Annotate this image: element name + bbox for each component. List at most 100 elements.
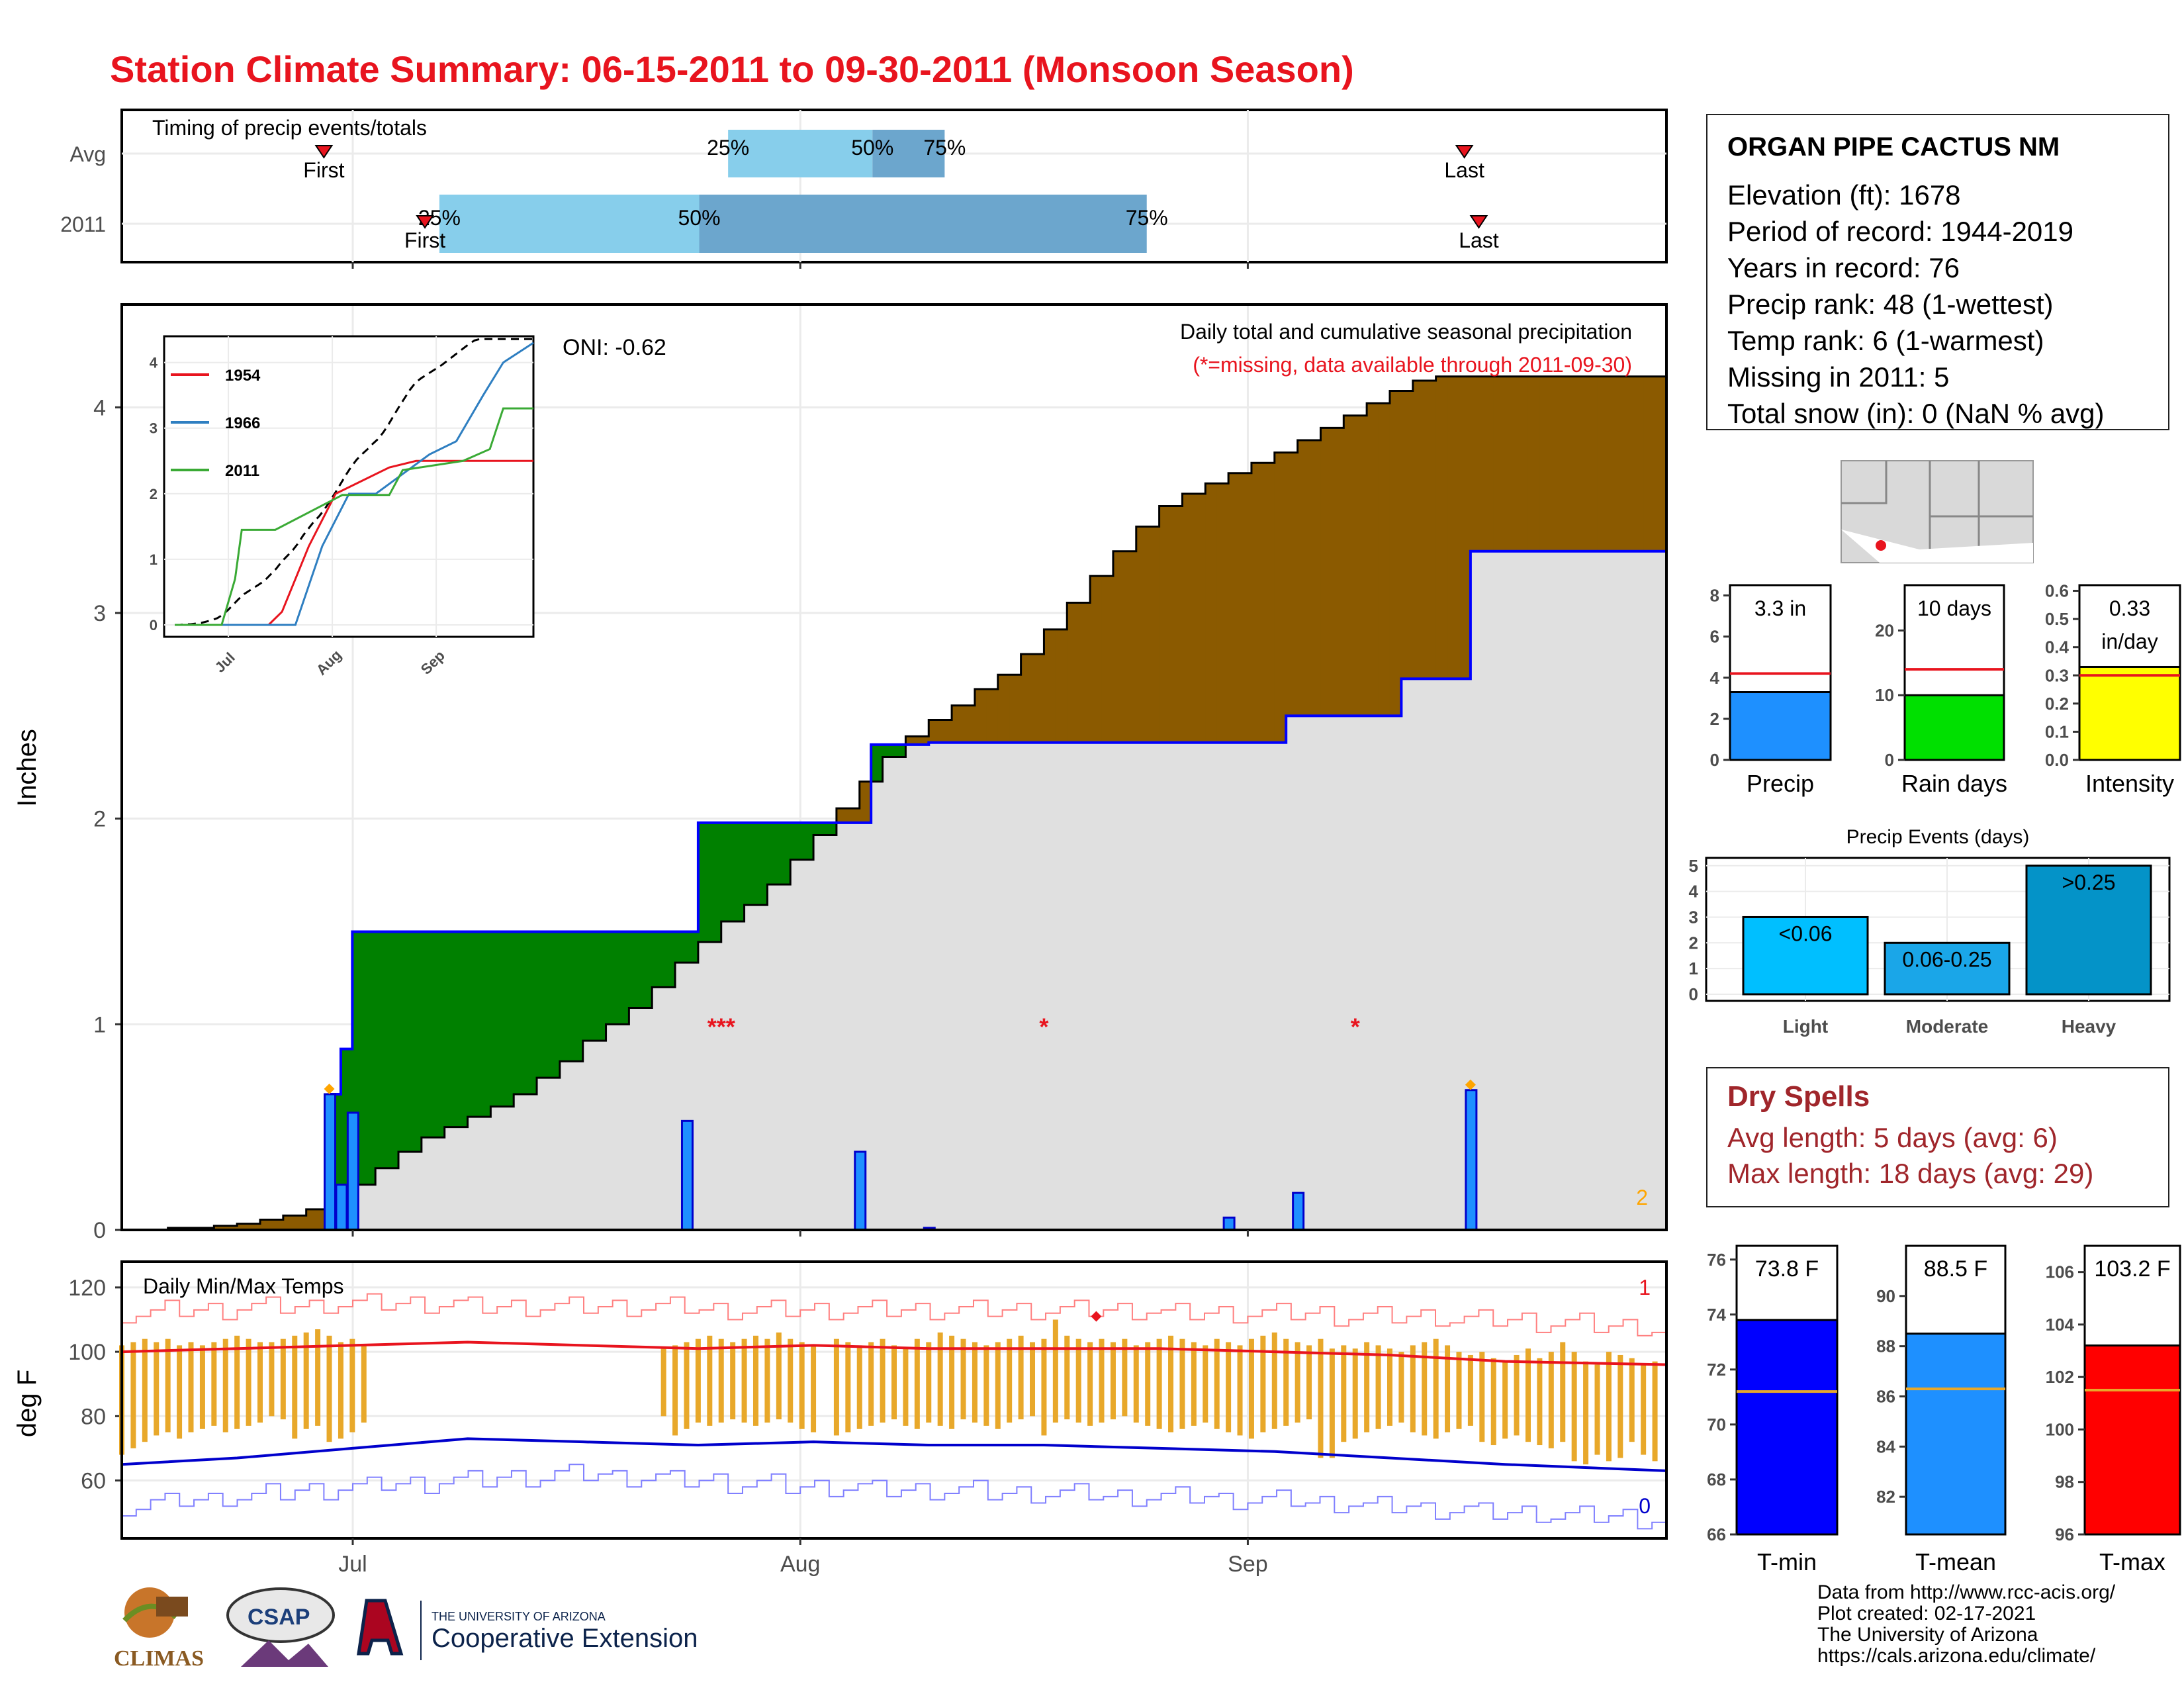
summary-bar bbox=[1903, 694, 2005, 761]
temp-bar-value-label: 73.8 F bbox=[1755, 1256, 1819, 1282]
cumulative-base-area bbox=[1343, 716, 1356, 1230]
deficit-area bbox=[1309, 440, 1322, 716]
temp-bar-value-label: 88.5 F bbox=[1924, 1256, 1987, 1282]
surplus-area bbox=[375, 931, 388, 1168]
cumulative-base-area bbox=[363, 1184, 376, 1230]
surplus-area bbox=[882, 744, 895, 757]
daily-precip-bar bbox=[324, 1093, 337, 1231]
daily-temp-bar bbox=[1087, 1342, 1093, 1426]
deficit-area bbox=[1355, 415, 1367, 716]
cumulative-base-area bbox=[410, 1151, 422, 1230]
deficit-area bbox=[1586, 376, 1598, 551]
max-precip-marker-icon bbox=[1465, 1079, 1476, 1090]
deficit-area bbox=[1655, 376, 1667, 551]
cumulative-base-area bbox=[514, 1094, 526, 1230]
cumulative-base-area bbox=[1597, 551, 1610, 1230]
cumulative-base-area bbox=[444, 1127, 457, 1230]
daily-temp-bar bbox=[776, 1332, 782, 1420]
cumulative-base-area bbox=[755, 905, 768, 1230]
daily-temp-bar bbox=[211, 1342, 217, 1426]
daily-temp-bar bbox=[845, 1342, 851, 1432]
csap-cloud-icon bbox=[226, 1587, 335, 1643]
cumulative-base-area bbox=[1124, 742, 1137, 1230]
cumulative-base-area bbox=[1274, 742, 1287, 1230]
record-high-marker-icon bbox=[1091, 1311, 1102, 1322]
daily-temp-bar bbox=[903, 1348, 909, 1426]
daily-temp-bar bbox=[1479, 1352, 1485, 1442]
daily-temp-bar bbox=[972, 1342, 978, 1423]
temp-count-bottom: 0 bbox=[1639, 1494, 1651, 1518]
surplus-area bbox=[478, 931, 491, 1117]
precip-panel-heading: Daily total and cumulative seasonal prec… bbox=[1180, 320, 1632, 344]
cumulative-base-area bbox=[1193, 742, 1206, 1230]
daily-temp-bar bbox=[338, 1342, 343, 1439]
surplus-area bbox=[387, 931, 399, 1168]
daily-temp-bar bbox=[130, 1342, 136, 1448]
surplus-area bbox=[894, 744, 907, 757]
deficit-area bbox=[848, 808, 860, 823]
inset-ytick-label: 4 bbox=[150, 355, 158, 371]
surplus-area bbox=[675, 931, 688, 963]
cumulative-base-area bbox=[1263, 742, 1275, 1230]
cumulative-base-area bbox=[1643, 551, 1656, 1230]
temp-ytick-label: 60 bbox=[81, 1469, 106, 1494]
daily-temp-bar bbox=[730, 1342, 736, 1420]
temp-ytick-label: 100 bbox=[68, 1340, 106, 1365]
cumulative-base-area bbox=[1182, 742, 1195, 1230]
daily-temp-bar bbox=[1364, 1342, 1370, 1432]
cumulative-base-area bbox=[790, 859, 803, 1230]
daily-temp-bar bbox=[1030, 1342, 1036, 1417]
daily-temp-bar bbox=[1203, 1345, 1208, 1423]
avg-cumulative-line bbox=[122, 375, 1666, 1231]
daily-temp-bar bbox=[1295, 1342, 1300, 1423]
inset-legend-label: 2011 bbox=[225, 462, 259, 480]
daily-temp-bar bbox=[142, 1338, 148, 1442]
cumulative-base-area bbox=[1563, 551, 1575, 1230]
cumulative-base-area bbox=[1401, 679, 1414, 1230]
daily-temp-bar bbox=[672, 1345, 678, 1436]
station-temp-rank: Temp rank: 6 (1-warmest) bbox=[1727, 325, 2044, 356]
daily-temp-bar bbox=[937, 1332, 943, 1426]
cumulative-base-area bbox=[1447, 679, 1460, 1230]
temp-bar-ytick-label: 74 bbox=[1707, 1305, 1726, 1325]
daily-precip-bar bbox=[680, 1119, 694, 1231]
summary-ytick-label: 0.2 bbox=[2045, 694, 2069, 714]
temp-ytick-label: 80 bbox=[81, 1404, 106, 1429]
daily-temp-bar bbox=[1341, 1345, 1347, 1442]
cumulative-base-area bbox=[917, 744, 929, 1230]
daily-temp-bar bbox=[1283, 1338, 1289, 1426]
cumulative-base-area bbox=[1412, 679, 1425, 1230]
deficit-area bbox=[1563, 376, 1575, 551]
tmin-avg-line bbox=[121, 1437, 1667, 1472]
cumulative-base-area bbox=[617, 1024, 629, 1230]
cumulative-base-area bbox=[1297, 716, 1310, 1230]
timing-marker-label: Last bbox=[1444, 158, 1484, 182]
month-label: Sep bbox=[1228, 1552, 1268, 1577]
daily-temp-bar bbox=[303, 1332, 309, 1429]
daily-temp-bar bbox=[1133, 1345, 1139, 1423]
daily-temp-bar bbox=[880, 1338, 886, 1423]
precip-ytick-label: 3 bbox=[93, 601, 106, 626]
deficit-area bbox=[1067, 602, 1079, 743]
summary-ytick-label: 10 bbox=[1875, 685, 1894, 705]
cumulative-base-area bbox=[894, 757, 907, 1230]
daily-temp-bar bbox=[1571, 1352, 1577, 1462]
cumulative-base-area bbox=[502, 1106, 514, 1230]
cumulative-base-area bbox=[1574, 551, 1586, 1230]
missing-marker: * bbox=[1351, 1013, 1360, 1040]
deficit-area bbox=[1078, 602, 1091, 743]
temp-panel-title: Daily Min/Max Temps bbox=[143, 1274, 343, 1298]
daily-temp-bar bbox=[660, 1348, 666, 1417]
deficit-area bbox=[248, 1223, 261, 1230]
deficit-area bbox=[952, 705, 964, 743]
inset-series-line bbox=[175, 407, 533, 626]
daily-temp-bar bbox=[856, 1345, 862, 1429]
timing-bar-25-50 bbox=[728, 130, 873, 177]
daily-temp-bar bbox=[1110, 1342, 1116, 1420]
daily-temp-bar bbox=[799, 1342, 805, 1429]
cumulative-base-area bbox=[375, 1168, 388, 1230]
temp-bar-ytick-label: 90 bbox=[1876, 1286, 1895, 1306]
summary-ytick-label: 0.0 bbox=[2045, 750, 2069, 770]
temp-bar-label: T-mean bbox=[1915, 1548, 1996, 1575]
cumulative-base-area bbox=[1551, 551, 1563, 1230]
